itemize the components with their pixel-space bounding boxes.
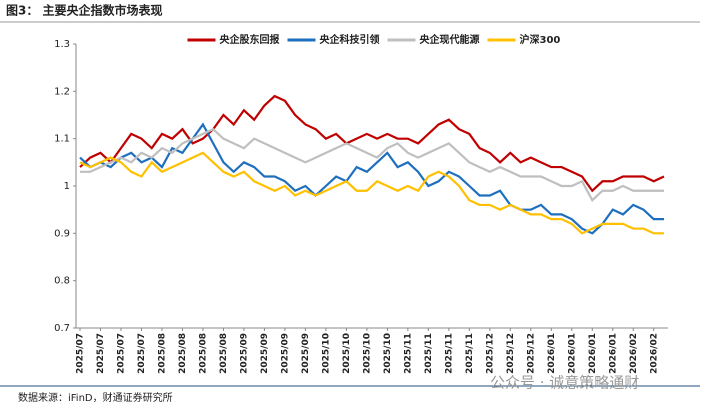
legend-label: 沪深300 [520,33,561,46]
y-tick-label: 1 [64,181,70,192]
x-tick-label: 2026/01 [608,333,618,374]
x-tick-label: 2025/12 [485,333,495,374]
legend-label: 央企现代能源 [420,33,480,46]
x-tick-label: 2025/11 [465,333,475,374]
y-tick-label: 1.1 [54,134,70,145]
line-series [79,122,664,235]
line-series [79,94,665,193]
x-tick-label: 2025/10 [321,333,331,374]
x-tick-label: 2026/02 [629,333,639,374]
x-tick-label: 2025/11 [424,333,434,374]
x-tick-label: 2025/09 [239,333,249,374]
x-tick-label: 2026/01 [547,333,557,374]
y-tick-label: 0.9 [54,228,70,239]
source: 数据来源：iFinD，财通证券研究所 [18,391,173,404]
x-tick-label: 2025/11 [444,333,454,374]
x-tick-label: 2025/09 [301,333,311,374]
line-series [79,151,664,235]
chart-title: 图3： 主要央企指数市场表现 [6,3,163,18]
x-tick-label: 2025/12 [506,333,516,374]
x-tick-label: 2025/11 [403,333,413,374]
x-tick-label: 2025/08 [178,333,188,374]
y-tick-label: 1.3 [54,39,70,50]
x-tick-label: 2025/08 [219,333,229,374]
x-tick-label: 2025/08 [198,333,208,374]
x-tick-label: 2025/09 [280,333,290,374]
x-tick-label: 2025/10 [362,333,372,374]
x-tick-label: 2025/07 [96,333,106,374]
x-tick-label: 2025/07 [137,333,147,374]
watermark: 公众号 · 诚意策略通财 [490,374,639,392]
x-tick-label: 2025/08 [157,333,167,374]
x-tick-label: 2025/07 [116,333,126,374]
x-tick-label: 2025/10 [383,333,393,374]
x-tick-label: 2025/09 [260,333,270,374]
x-tick-label: 2025/12 [526,333,536,374]
legend-label: 央企股东回报 [220,33,280,46]
line-series [80,127,664,202]
x-tick-label: 2025/07 [76,333,86,374]
x-tick-label: 2026/02 [649,333,659,374]
x-tick-label: 2025/10 [342,333,352,374]
y-tick-label: 0.8 [54,276,70,287]
x-tick-label: 2026/01 [567,333,577,374]
legend-label: 央企科技引领 [320,33,380,46]
x-tick-label: 2026/01 [588,333,598,374]
y-tick-label: 0.7 [54,323,70,334]
y-tick-label: 1.2 [54,86,70,97]
